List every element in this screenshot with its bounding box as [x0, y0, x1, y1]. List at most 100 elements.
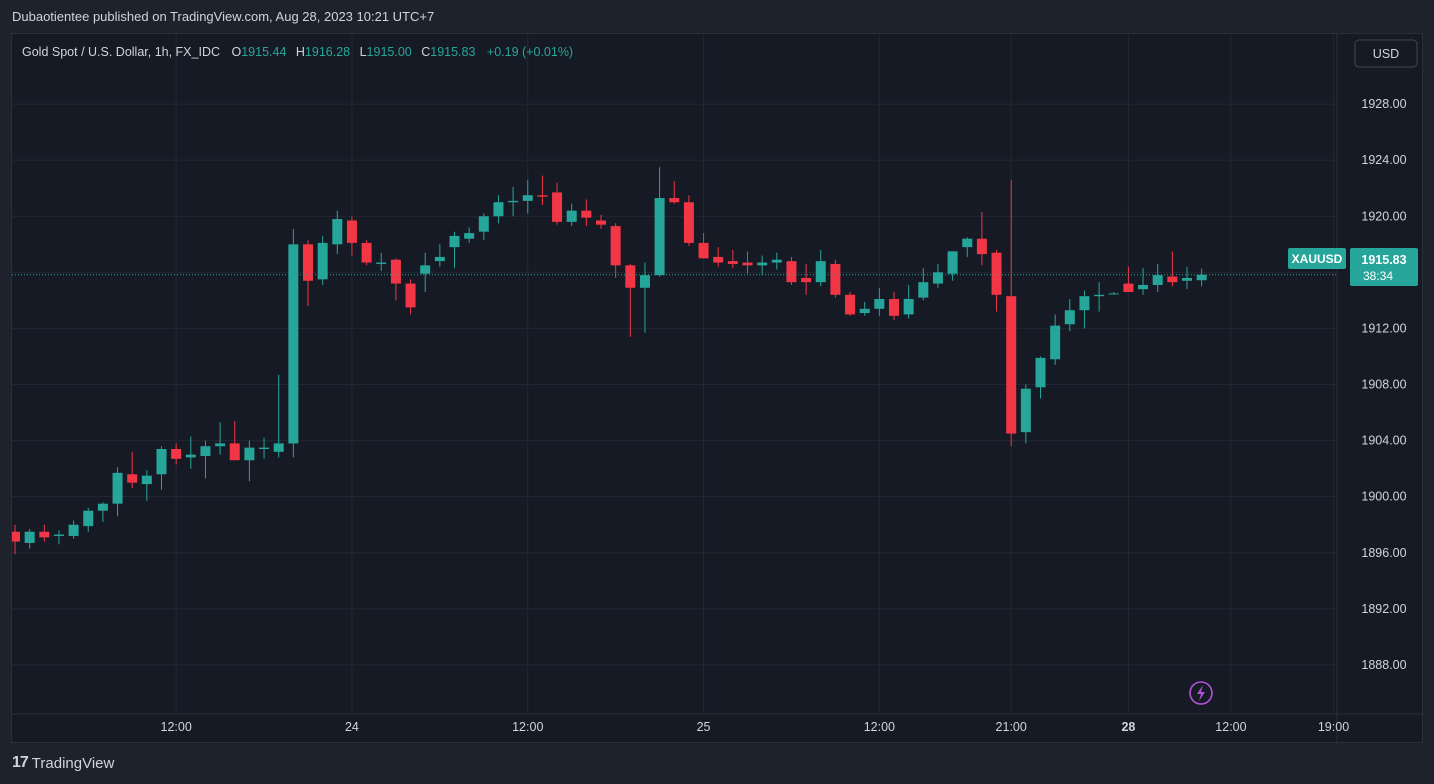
- candle[interactable]: [273, 374, 284, 458]
- candle[interactable]: [449, 231, 460, 269]
- candle[interactable]: [1035, 356, 1046, 399]
- candle[interactable]: [1108, 291, 1119, 295]
- candle[interactable]: [361, 240, 372, 266]
- candle-body: [698, 242, 709, 259]
- candle[interactable]: [522, 179, 533, 214]
- candle[interactable]: [405, 279, 416, 315]
- candle[interactable]: [815, 249, 826, 287]
- candle[interactable]: [976, 212, 987, 266]
- chart-frame[interactable]: 1928.001924.001920.001916.001912.001908.…: [10, 33, 1424, 744]
- candle[interactable]: [742, 251, 753, 274]
- candle[interactable]: [845, 291, 856, 316]
- candle[interactable]: [889, 291, 899, 321]
- candle[interactable]: [68, 520, 79, 539]
- candle[interactable]: [625, 263, 636, 337]
- candle[interactable]: [493, 195, 504, 224]
- candle[interactable]: [1094, 282, 1105, 312]
- price-tick-label: 1920.00: [1361, 209, 1406, 223]
- candle[interactable]: [346, 216, 357, 256]
- candle[interactable]: [669, 181, 680, 204]
- candle[interactable]: [874, 287, 885, 316]
- candle[interactable]: [1152, 263, 1163, 292]
- candle[interactable]: [112, 467, 123, 517]
- candle[interactable]: [713, 247, 724, 267]
- candle-body: [1079, 296, 1090, 311]
- candle[interactable]: [947, 251, 958, 281]
- candle[interactable]: [991, 249, 1002, 312]
- candle[interactable]: [918, 268, 929, 301]
- candle[interactable]: [127, 451, 138, 489]
- candle[interactable]: [141, 470, 152, 501]
- candle-body: [596, 220, 606, 225]
- candle[interactable]: [757, 255, 768, 276]
- candle[interactable]: [10, 524, 20, 555]
- candle[interactable]: [434, 244, 445, 267]
- candle-body: [259, 447, 270, 450]
- candle-body: [200, 446, 211, 457]
- candle[interactable]: [1182, 266, 1192, 290]
- candle[interactable]: [215, 422, 226, 455]
- candle-body: [273, 443, 284, 452]
- candle[interactable]: [537, 175, 548, 206]
- candle[interactable]: [1064, 298, 1075, 332]
- candle[interactable]: [1050, 314, 1061, 365]
- candle[interactable]: [390, 258, 401, 301]
- candle[interactable]: [859, 301, 870, 316]
- candle[interactable]: [566, 203, 577, 227]
- price-tick-label: 1928.00: [1361, 97, 1406, 111]
- candle[interactable]: [420, 252, 431, 292]
- candle[interactable]: [1138, 268, 1149, 295]
- candle[interactable]: [1020, 384, 1031, 444]
- candle-body: [83, 510, 94, 527]
- candle[interactable]: [552, 182, 563, 225]
- candle[interactable]: [932, 263, 943, 288]
- candle[interactable]: [596, 214, 606, 229]
- candle[interactable]: [332, 210, 343, 255]
- candle[interactable]: [654, 167, 665, 277]
- candle[interactable]: [24, 528, 35, 549]
- flash-icon[interactable]: [1189, 681, 1213, 705]
- candle[interactable]: [244, 440, 255, 482]
- candle[interactable]: [39, 524, 50, 542]
- candle[interactable]: [903, 284, 914, 319]
- candle[interactable]: [639, 262, 650, 333]
- candle-body: [654, 198, 665, 276]
- candle[interactable]: [727, 249, 738, 269]
- price-chart[interactable]: 1928.001924.001920.001916.001912.001908.…: [10, 34, 1424, 744]
- candle[interactable]: [771, 252, 782, 270]
- currency-button[interactable]: USD: [1354, 39, 1418, 68]
- candle[interactable]: [478, 213, 489, 241]
- candle[interactable]: [581, 199, 592, 227]
- candle[interactable]: [1079, 290, 1090, 329]
- candle[interactable]: [610, 223, 621, 278]
- candle[interactable]: [464, 227, 475, 243]
- candle[interactable]: [1167, 251, 1178, 287]
- candle[interactable]: [962, 237, 973, 257]
- candle-body: [112, 472, 123, 504]
- candle[interactable]: [317, 235, 328, 285]
- candle[interactable]: [288, 228, 299, 458]
- candle[interactable]: [200, 440, 211, 479]
- candle[interactable]: [259, 437, 270, 459]
- candle[interactable]: [303, 240, 313, 306]
- candle[interactable]: [83, 507, 94, 532]
- candle[interactable]: [786, 256, 797, 285]
- candle[interactable]: [171, 443, 182, 465]
- candle[interactable]: [1006, 179, 1017, 447]
- candle-body: [845, 294, 856, 315]
- candle[interactable]: [229, 420, 240, 461]
- candle[interactable]: [185, 436, 196, 469]
- candle[interactable]: [508, 186, 519, 217]
- candle[interactable]: [376, 252, 387, 271]
- candle[interactable]: [801, 263, 812, 295]
- candle[interactable]: [830, 259, 841, 298]
- candle[interactable]: [97, 502, 108, 522]
- candle[interactable]: [1123, 266, 1134, 292]
- footer-branding[interactable]: 17 TradingView: [12, 754, 114, 772]
- candle[interactable]: [156, 446, 167, 490]
- candle[interactable]: [1196, 268, 1207, 287]
- candle[interactable]: [683, 195, 694, 246]
- candle[interactable]: [698, 233, 709, 259]
- candle[interactable]: [53, 530, 64, 545]
- candle-body: [288, 244, 299, 444]
